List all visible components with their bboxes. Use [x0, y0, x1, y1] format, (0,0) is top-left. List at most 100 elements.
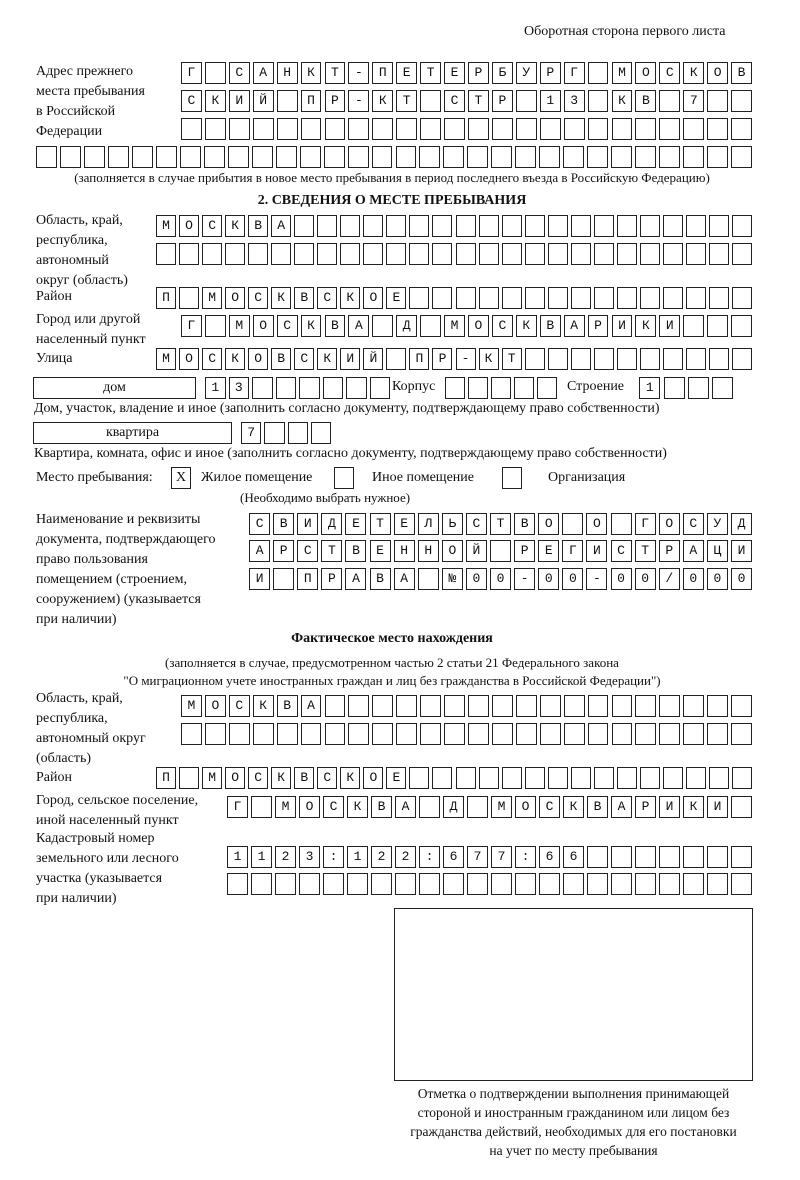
char-cell[interactable] — [252, 723, 274, 745]
char-cell[interactable] — [409, 348, 430, 370]
char-cell[interactable] — [181, 62, 202, 84]
char-cell[interactable] — [396, 315, 418, 337]
char-cell[interactable] — [248, 215, 269, 237]
char-cell[interactable] — [707, 723, 729, 745]
char-cell[interactable] — [663, 377, 685, 399]
char-cell[interactable] — [683, 315, 705, 337]
char-cell[interactable] — [276, 62, 298, 84]
char-cell[interactable] — [204, 90, 226, 112]
char-cell[interactable] — [539, 146, 561, 168]
char-cell[interactable] — [249, 513, 271, 535]
char-cell[interactable] — [563, 873, 584, 895]
char-cell[interactable] — [468, 723, 489, 745]
char-cell[interactable] — [708, 767, 729, 789]
char-cell[interactable] — [455, 215, 476, 237]
char-cell[interactable] — [83, 146, 105, 168]
char-cell[interactable] — [707, 62, 729, 84]
char-cell[interactable] — [635, 695, 657, 717]
char-cell[interactable] — [294, 767, 315, 789]
char-cell[interactable] — [587, 846, 608, 868]
char-cell[interactable] — [299, 377, 320, 399]
char-cell[interactable] — [478, 767, 499, 789]
char-cell[interactable] — [420, 723, 442, 745]
char-cell[interactable] — [386, 767, 407, 789]
char-cell[interactable] — [562, 513, 584, 535]
actual-region-row-2[interactable] — [178, 723, 752, 745]
char-cell[interactable] — [707, 90, 729, 112]
char-cell[interactable] — [156, 215, 177, 237]
char-cell[interactable] — [294, 348, 315, 370]
char-cell[interactable] — [515, 90, 537, 112]
char-cell[interactable] — [249, 568, 271, 590]
char-cell[interactable] — [317, 287, 338, 309]
char-cell[interactable] — [491, 846, 512, 868]
apartment-type-field[interactable]: квартира — [33, 422, 232, 444]
previous-address-row-2[interactable]: СКИЙ ПР-КТ СТР 13 КВ 7 — [178, 90, 752, 112]
char-cell[interactable] — [539, 695, 561, 717]
char-cell[interactable] — [587, 315, 609, 337]
char-cell[interactable] — [322, 377, 343, 399]
char-cell[interactable] — [228, 315, 250, 337]
stay-option-other-checkbox[interactable] — [334, 467, 354, 489]
char-cell[interactable] — [369, 513, 391, 535]
char-cell[interactable] — [501, 348, 522, 370]
char-cell[interactable] — [706, 513, 728, 535]
char-cell[interactable] — [707, 846, 728, 868]
char-cell[interactable] — [537, 377, 557, 399]
char-cell[interactable] — [658, 513, 680, 535]
char-cell[interactable] — [478, 287, 499, 309]
char-cell[interactable] — [659, 315, 681, 337]
char-cell[interactable] — [635, 118, 657, 140]
char-cell[interactable] — [731, 90, 752, 112]
char-cell[interactable] — [538, 513, 560, 535]
char-cell[interactable] — [156, 287, 177, 309]
char-cell[interactable] — [514, 540, 536, 562]
char-cell[interactable] — [708, 243, 729, 265]
actual-city-row[interactable]: Г МОСКВА Д МОСКВАРИКИ — [224, 796, 752, 818]
char-cell[interactable] — [372, 723, 394, 745]
char-cell[interactable] — [276, 90, 298, 112]
char-cell[interactable] — [372, 315, 394, 337]
char-cell[interactable] — [491, 62, 513, 84]
char-cell[interactable] — [396, 90, 418, 112]
char-cell[interactable] — [662, 767, 683, 789]
char-cell[interactable] — [455, 287, 476, 309]
char-cell[interactable] — [539, 90, 561, 112]
char-cell[interactable] — [539, 846, 560, 868]
char-cell[interactable] — [444, 315, 465, 337]
char-cell[interactable] — [275, 873, 296, 895]
char-cell[interactable] — [251, 796, 272, 818]
char-cell[interactable] — [241, 422, 262, 444]
char-cell[interactable] — [634, 568, 656, 590]
char-cell[interactable] — [731, 118, 752, 140]
char-cell[interactable] — [324, 315, 346, 337]
char-cell[interactable] — [611, 796, 632, 818]
char-cell[interactable] — [409, 287, 430, 309]
char-cell[interactable] — [273, 540, 295, 562]
char-cell[interactable] — [524, 215, 545, 237]
char-cell[interactable] — [181, 315, 202, 337]
char-cell[interactable] — [491, 146, 513, 168]
char-cell[interactable] — [345, 513, 367, 535]
char-cell[interactable] — [611, 62, 633, 84]
char-cell[interactable] — [662, 215, 683, 237]
char-cell[interactable] — [275, 377, 296, 399]
char-cell[interactable] — [419, 873, 440, 895]
char-cell[interactable] — [276, 723, 298, 745]
char-cell[interactable] — [131, 146, 153, 168]
char-cell[interactable] — [155, 146, 177, 168]
char-cell[interactable] — [547, 215, 568, 237]
char-cell[interactable] — [181, 118, 202, 140]
char-cell[interactable] — [363, 215, 384, 237]
char-cell[interactable] — [179, 243, 200, 265]
char-cell[interactable] — [181, 695, 202, 717]
char-cell[interactable] — [340, 767, 361, 789]
char-cell[interactable] — [538, 540, 560, 562]
char-cell[interactable] — [179, 767, 200, 789]
char-cell[interactable] — [708, 348, 729, 370]
char-cell[interactable] — [300, 723, 322, 745]
char-cell[interactable] — [635, 796, 656, 818]
char-cell[interactable] — [611, 846, 632, 868]
char-cell[interactable] — [563, 146, 585, 168]
char-cell[interactable] — [731, 243, 752, 265]
